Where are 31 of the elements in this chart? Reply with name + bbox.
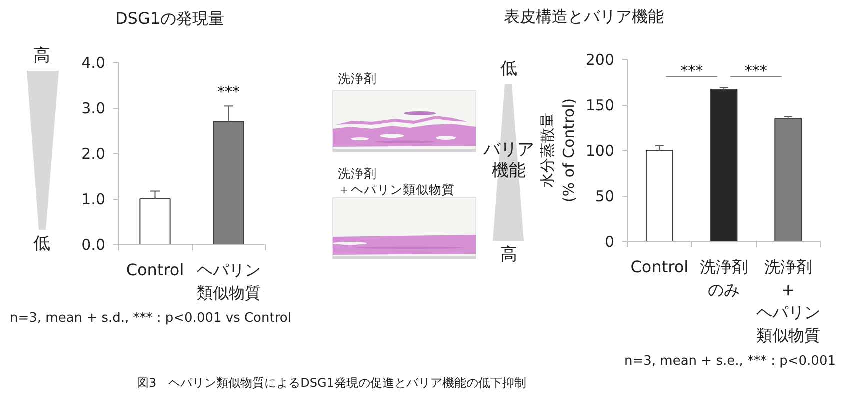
y-tick-label: 100 (586, 142, 615, 160)
x-tick-label: 洗浄剤+ヘパリン類似物質 (756, 258, 820, 345)
x-tick-label: 洗浄剤のみ (700, 258, 748, 300)
annotation: *** (218, 83, 240, 102)
text: n=3, mean + s.d., *** : p<0.001 vs Control (10, 310, 292, 328)
text: バリア機能 (484, 140, 534, 182)
y-tick-label: 200 (586, 51, 615, 69)
x-tick-label: ヘパリン類似物質 (196, 260, 261, 302)
y-tick-label: 50 (595, 188, 615, 206)
chart-title: 表皮構造とバリア機能 (504, 7, 664, 28)
y-tick-label: 150 (586, 96, 615, 114)
annotation: *** (744, 62, 768, 80)
y-tick-label: 0.0 (82, 236, 106, 254)
y-tick-label: 1.0 (82, 190, 106, 208)
x-tick-label: Control (630, 258, 689, 276)
annotation: *** (680, 62, 704, 80)
text: 高 (500, 245, 518, 267)
chart-title: DSG1の発現量 (115, 9, 225, 30)
caption: 図3 ヘパリン類似物質によるDSG1発現の促進とバリア機能の低下抑制 (137, 376, 526, 391)
y-tick-label: 3.0 (82, 100, 106, 118)
text: 高 (34, 46, 50, 68)
y-tick-label: 0 (604, 233, 615, 251)
text: n=3, mean + s.e., *** : p<0.001 (624, 354, 836, 370)
text: 洗浄剤 (338, 71, 377, 87)
x-tick-label: Control (126, 260, 184, 280)
text: 低 (500, 59, 518, 81)
text: 洗浄剤＋ヘパリン類似物質 (338, 166, 455, 198)
y-tick-label: 2.0 (82, 145, 106, 163)
y-axis-title: 水分蒸散量 (% of Control) (538, 98, 578, 203)
y-tick-label: 4.0 (82, 54, 106, 72)
text: 低 (34, 234, 50, 256)
